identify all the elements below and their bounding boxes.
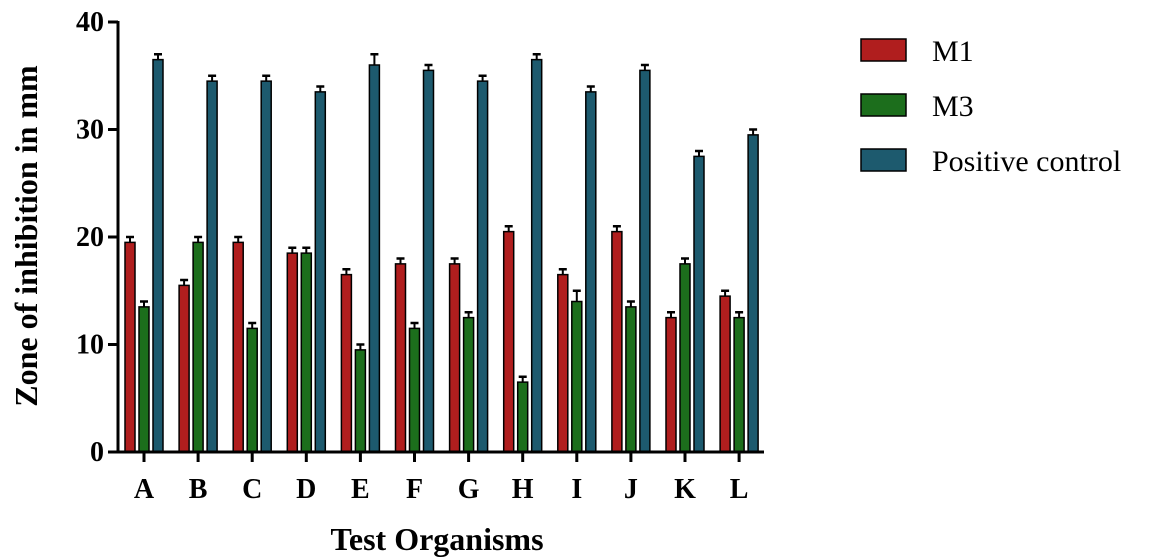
- x-tick-label: A: [134, 474, 155, 505]
- bar-m3-b: [192, 241, 204, 453]
- bar-positive-control-g: [476, 80, 489, 453]
- bar-positive-control-f: [422, 69, 435, 453]
- bar-m1-g: [448, 263, 461, 453]
- bar-m1-c: [232, 241, 244, 453]
- bar-positive-control-k: [693, 155, 705, 453]
- bar-m3-a: [138, 306, 150, 453]
- legend-swatch: [860, 38, 907, 62]
- bar-positive-control-d: [314, 91, 327, 453]
- legend-label: M1: [932, 35, 974, 68]
- x-tick-label: F: [406, 474, 423, 505]
- bar-m1-k: [665, 316, 677, 453]
- bar-m1-i: [557, 273, 569, 453]
- bar-m1-b: [178, 284, 190, 453]
- x-tick-label: H: [512, 474, 534, 505]
- legend: M1 M3 Positive control: [860, 35, 1121, 178]
- bar-m3-f: [408, 327, 421, 453]
- x-tick-label: C: [242, 474, 262, 505]
- y-tick-label: 40: [76, 7, 104, 38]
- x-tick-label: G: [458, 474, 480, 505]
- bar-positive-control-e: [368, 64, 381, 453]
- legend-swatch: [860, 148, 907, 172]
- bar-m1-d: [286, 252, 299, 453]
- bar-m3-l: [733, 316, 745, 453]
- bar-positive-control-a: [152, 58, 164, 453]
- bar-positive-control-b: [206, 80, 218, 453]
- y-tick-label: 20: [76, 222, 104, 253]
- bar-positive-control-c: [260, 80, 272, 453]
- x-tick-label: J: [624, 474, 638, 505]
- bar-positive-control-j: [639, 69, 651, 453]
- y-axis-title: Zone of inhibition in mm: [8, 65, 44, 407]
- x-tick-label: B: [189, 474, 208, 505]
- legend-label: M3: [932, 90, 974, 123]
- y-tick-label: 10: [76, 330, 104, 361]
- bar-m1-h: [502, 230, 515, 453]
- x-axis-title: Test Organisms: [330, 521, 543, 557]
- x-tick-label: D: [296, 474, 316, 505]
- bar-positive-control-i: [585, 91, 597, 453]
- bar-m3-e: [354, 349, 367, 453]
- x-tick-label: E: [351, 474, 370, 505]
- plot-area: 0 10 20 30 40 A B C D E F G H I J K L: [76, 7, 764, 505]
- bar-m3-i: [571, 300, 583, 453]
- x-tick-label: I: [571, 474, 582, 505]
- bar-m3-j: [625, 306, 637, 453]
- bar-m1-e: [340, 273, 353, 453]
- bar-m1-j: [611, 230, 623, 453]
- y-tick-label: 0: [90, 437, 104, 468]
- x-tick-label: L: [730, 474, 749, 505]
- bar-m1-f: [394, 263, 407, 453]
- bar-m3-d: [300, 252, 313, 453]
- bar-m1-a: [124, 241, 136, 453]
- bar-m3-c: [246, 327, 258, 453]
- bar-positive-control-h: [530, 58, 543, 453]
- bar-m3-g: [462, 316, 475, 453]
- bar-positive-control-l: [747, 134, 759, 453]
- bar-m1-l: [719, 295, 731, 453]
- legend-swatch: [860, 93, 907, 117]
- legend-label: Positive control: [932, 145, 1121, 178]
- bar-m3-h: [516, 381, 529, 453]
- y-tick-label: 30: [76, 115, 104, 146]
- x-tick-label: K: [674, 474, 696, 505]
- bar-m3-k: [679, 263, 691, 453]
